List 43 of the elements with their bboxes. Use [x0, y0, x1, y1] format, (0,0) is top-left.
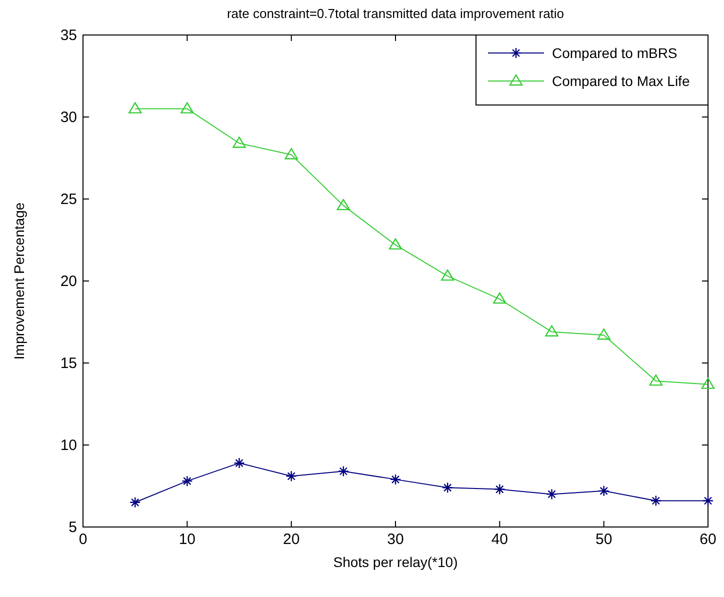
x-tick-label: 0: [78, 531, 88, 548]
x-axis-title: Shots per relay(*10): [333, 554, 458, 570]
point: [234, 457, 245, 469]
point: [388, 238, 402, 250]
y-tick-label: 15: [60, 355, 77, 372]
point: [494, 484, 506, 495]
point: [701, 378, 715, 389]
point: [546, 488, 558, 500]
legend-label: Compared to mBRS: [552, 45, 678, 61]
point: [390, 474, 402, 486]
point: [336, 198, 350, 210]
point: [129, 496, 141, 508]
point: [180, 102, 194, 114]
y-tick-label: 30: [60, 109, 77, 126]
point: [128, 102, 142, 114]
y-tick-label: 25: [60, 191, 77, 208]
point: [182, 475, 193, 487]
point: [284, 148, 298, 160]
point: [232, 136, 246, 148]
x-tick-label: 30: [387, 531, 404, 548]
y-tick-label: 10: [60, 437, 77, 454]
y-tick-label: 20: [60, 273, 77, 290]
chart-title: rate constraint=0.7total transmitted data improvement ratio: [226, 6, 564, 21]
y-axis-title: Improvement Percentage: [11, 202, 27, 360]
x-tick-label: 50: [595, 531, 612, 548]
x-tick-label: 40: [491, 531, 508, 548]
x-tick-label: 10: [178, 531, 196, 548]
point: [649, 374, 663, 386]
y-tick-label: 5: [68, 519, 77, 536]
legend-label: Compared to Max Life: [552, 73, 690, 89]
point: [598, 485, 610, 497]
point: [702, 495, 714, 506]
point: [493, 292, 506, 304]
point: [650, 495, 662, 506]
point: [442, 482, 454, 494]
point: [440, 269, 454, 281]
y-tick-label: 35: [60, 27, 77, 44]
x-tick-label: 60: [700, 531, 716, 548]
point: [338, 466, 350, 477]
x-tick-label: 20: [282, 531, 300, 548]
point: [545, 325, 558, 336]
point: [597, 328, 610, 340]
point: [286, 470, 297, 482]
